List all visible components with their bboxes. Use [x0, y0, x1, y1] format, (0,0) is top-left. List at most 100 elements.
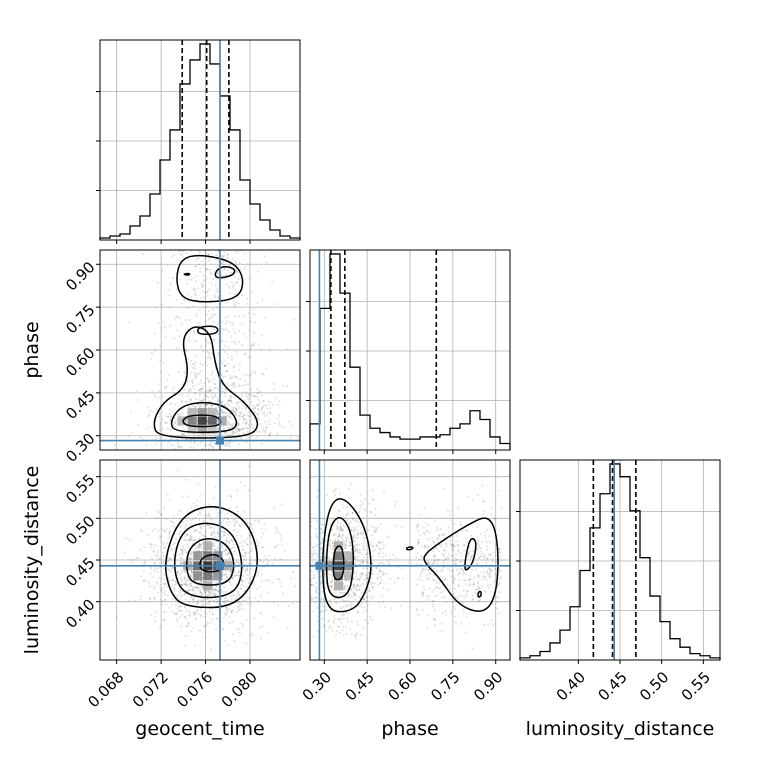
sample-point: [179, 510, 182, 513]
sample-point: [189, 537, 192, 540]
sample-point: [225, 521, 228, 524]
sample-point: [315, 552, 318, 555]
sample-point: [315, 589, 318, 592]
sample-point: [215, 601, 218, 604]
sample-point: [177, 571, 180, 574]
sample-point: [223, 395, 226, 398]
sample-point: [168, 294, 171, 297]
sample-point: [230, 376, 233, 379]
sample-point: [211, 592, 214, 595]
sample-point: [202, 519, 205, 522]
sample-point: [336, 519, 339, 522]
sample-point: [448, 514, 451, 517]
sample-point: [159, 583, 162, 586]
sample-point: [232, 321, 235, 324]
sample-point: [475, 562, 478, 565]
sample-point: [492, 624, 495, 627]
sample-point: [445, 601, 448, 604]
sample-point: [355, 585, 358, 588]
sample-point: [373, 526, 376, 529]
sample-point: [350, 619, 353, 622]
sample-point: [247, 383, 250, 386]
sample-point: [192, 502, 195, 505]
sample-point: [377, 555, 380, 558]
sample-point: [458, 578, 461, 581]
sample-point: [499, 578, 502, 581]
sample-point: [195, 504, 198, 507]
sample-point: [168, 498, 171, 501]
sample-point: [244, 551, 247, 554]
sample-point: [209, 272, 212, 275]
sample-point: [247, 398, 250, 401]
sample-point: [208, 389, 211, 392]
sample-point: [315, 587, 318, 590]
sample-point: [472, 583, 475, 586]
sample-point: [374, 507, 377, 510]
sample-point: [163, 598, 166, 601]
sample-point: [460, 524, 463, 527]
sample-point: [186, 543, 189, 546]
sample-point: [230, 539, 233, 542]
sample-point: [449, 510, 452, 513]
sample-point: [231, 519, 234, 522]
sample-point: [205, 589, 208, 592]
sample-point: [206, 594, 209, 597]
sample-point: [426, 545, 429, 548]
sample-point: [354, 546, 357, 549]
sample-point: [231, 546, 234, 549]
sample-point: [330, 585, 333, 588]
sample-point: [351, 511, 354, 514]
sample-point: [231, 433, 234, 436]
sample-point: [215, 290, 218, 293]
sample-point: [376, 577, 379, 580]
sample-point: [223, 365, 226, 368]
sample-point: [141, 530, 144, 533]
sample-point: [365, 599, 368, 602]
sample-point: [477, 539, 480, 542]
sample-point: [236, 510, 239, 513]
sample-point: [243, 580, 246, 583]
sample-point: [434, 586, 437, 589]
sample-point: [159, 421, 162, 424]
sample-point: [417, 542, 420, 545]
sample-point: [216, 409, 219, 412]
sample-point: [232, 574, 235, 577]
sample-point: [481, 578, 484, 581]
x-tick-label: 0.90: [470, 668, 506, 704]
sample-point: [255, 574, 258, 577]
sample-point: [215, 594, 218, 597]
sample-point: [249, 426, 252, 429]
sample-point: [196, 610, 199, 613]
sample-point: [221, 320, 224, 323]
sample-point: [168, 403, 171, 406]
sample-point: [239, 415, 242, 418]
sample-point: [331, 577, 334, 580]
sample-point: [211, 618, 214, 621]
sample-point: [200, 435, 203, 438]
sample-point: [357, 533, 360, 536]
sample-point: [209, 357, 212, 360]
sample-point: [173, 583, 176, 586]
sample-point: [251, 413, 254, 416]
sample-point: [223, 277, 226, 280]
sample-point: [232, 553, 235, 556]
sample-point: [179, 616, 182, 619]
sample-point: [240, 555, 243, 558]
sample-point: [351, 512, 354, 515]
sample-point: [131, 561, 134, 564]
sample-point: [158, 577, 161, 580]
sample-point: [240, 622, 243, 625]
sample-point: [347, 545, 350, 548]
x-axis-label: phase: [381, 718, 438, 740]
sample-point: [156, 570, 159, 573]
sample-point: [500, 576, 503, 579]
sample-point: [347, 593, 350, 596]
sample-point: [208, 386, 211, 389]
sample-point: [334, 591, 337, 594]
sample-point: [189, 388, 192, 391]
sample-point: [379, 548, 382, 551]
sample-point: [331, 548, 334, 551]
sample-point: [202, 279, 205, 282]
sample-point: [321, 617, 324, 620]
sample-point: [423, 507, 426, 510]
